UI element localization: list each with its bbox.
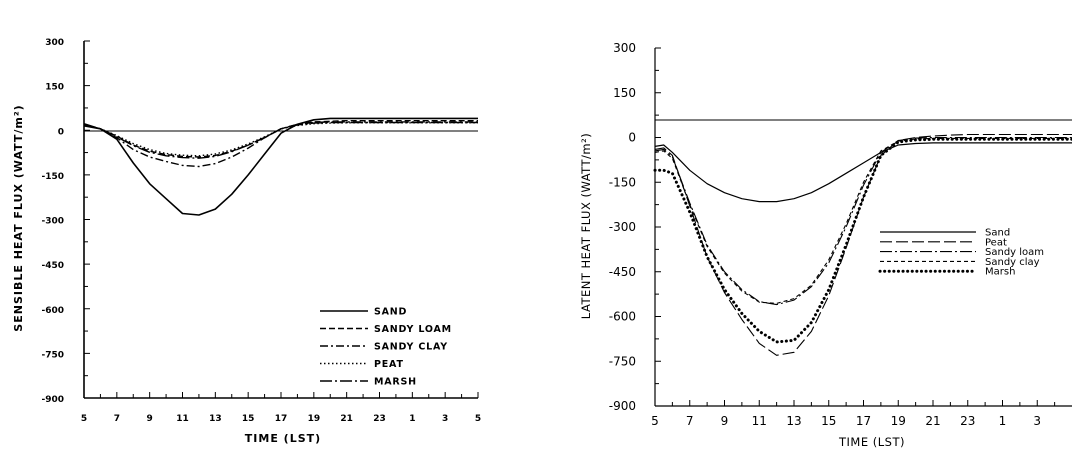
right-y-tick-label: 300 (613, 41, 636, 55)
left-y-tick-label: -750 (41, 350, 64, 360)
right-series-line-marsh (653, 137, 1072, 344)
right-x-tick-label: 9 (721, 414, 729, 428)
left-x-tick-label: 9 (147, 414, 153, 424)
right-y-tick-label: -300 (609, 220, 636, 234)
right-legend-label: Peat (985, 237, 1007, 248)
right-y-tick-label: -450 (609, 265, 636, 279)
left-x-tick-label: 5 (475, 414, 481, 424)
left-y-tick-label: 150 (45, 83, 64, 93)
right-series-line-sandy-clay (654, 137, 1072, 304)
right-y-tick-label: -600 (609, 310, 636, 324)
right-x-tick-label: 13 (786, 414, 801, 428)
left-legend-label: MARSH (374, 377, 417, 388)
right-y-tick-label: -750 (609, 354, 636, 368)
left-y-axis-label: SENSIBLE HEAT FLUX (WATT/m²) (12, 104, 25, 331)
left-legend-label: SAND (374, 307, 407, 318)
left-legend-label: SANDY LOAM (374, 324, 452, 335)
right-series-line-peat (654, 133, 1072, 356)
right-x-tick-label: 5 (651, 414, 659, 428)
left-x-tick-label: 3 (442, 414, 448, 424)
left-legend-label: SANDY CLAY (374, 342, 448, 353)
right-x-tick-label: 15 (821, 414, 836, 428)
left-y-tick-label: -300 (41, 217, 64, 227)
left-x-tick-label: 17 (275, 414, 288, 424)
right-x-tick-label: 7 (686, 414, 694, 428)
right-x-axis-label: TIME (LST) (838, 435, 905, 449)
right-x-tick-label: 17 (856, 414, 871, 428)
left-series-line-marsh (83, 121, 478, 159)
right-x-tick-label: 19 (891, 414, 906, 428)
left-x-tick-label: 13 (209, 414, 222, 424)
right-legend-label: Sandy loam (985, 247, 1044, 258)
left-series-line-sandy-loam (83, 120, 478, 158)
left-y-tick-label: -600 (41, 306, 64, 316)
left-series-line-sand (83, 117, 478, 216)
left-x-tick-label: 19 (308, 414, 321, 424)
left-y-tick-label: -150 (41, 172, 64, 182)
left-x-tick-label: 7 (114, 414, 120, 424)
right-x-tick-label: 21 (925, 414, 940, 428)
right-y-axis-label: LATENT HEAT FLUX (WATT/m²) (579, 133, 593, 319)
right-y-tick-label: -150 (609, 175, 636, 189)
left-x-tick-label: 5 (81, 414, 87, 424)
left-legend-label: PEAT (374, 359, 404, 370)
right-legend-label: Sandy clay (985, 257, 1040, 268)
left-x-tick-label: 11 (176, 414, 189, 424)
right-legend-label: Sand (985, 228, 1010, 239)
left-legend: SAND SANDY LOAM SANDY CLAY PEAT MARSH (320, 307, 452, 388)
right-x-tick-label: 11 (752, 414, 767, 428)
left-x-axis-label: TIME (LST) (245, 432, 321, 445)
right-x-tick-label: 1 (999, 414, 1007, 428)
left-y-tick-label: 300 (45, 38, 64, 48)
right-legend-label: Marsh (985, 267, 1015, 278)
left-y-tick-label: -450 (41, 261, 64, 271)
left-y-tick-label: -900 (41, 395, 64, 405)
right-series-line-sand (654, 142, 1072, 203)
left-x-tick-label: 21 (340, 414, 353, 424)
left-x-tick-label: 15 (242, 414, 255, 424)
right-x-tick-label: 3 (1033, 414, 1041, 428)
right-series-line-sandy-loam (654, 136, 1072, 306)
left-y-tick-label: 0 (58, 127, 64, 137)
right-y-tick-label: 0 (628, 131, 636, 145)
right-x-tick-label: 23 (960, 414, 975, 428)
right-y-tick-label: 150 (613, 86, 636, 100)
left-x-tick-label: 1 (409, 414, 415, 424)
left-series-line-peat (83, 122, 478, 157)
right-y-tick-label: -900 (609, 399, 636, 413)
left-x-tick-label: 23 (373, 414, 386, 424)
